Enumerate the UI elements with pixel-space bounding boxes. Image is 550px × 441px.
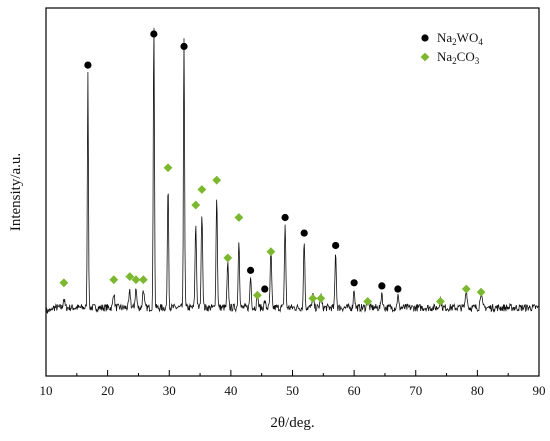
marker-na2wo4 (180, 42, 188, 51)
marker-na2co3 (131, 275, 141, 285)
legend-formula-part: Na (437, 30, 452, 45)
marker-na2co3 (316, 293, 326, 303)
marker-na2co3 (308, 293, 318, 303)
x-tick-label: 30 (163, 383, 176, 398)
legend-label-na2wo4: Na2WO4 (437, 30, 483, 47)
marker-na2co3 (163, 163, 173, 173)
x-tick-label: 60 (348, 383, 361, 398)
x-tick-label: 20 (101, 383, 114, 398)
marker-na2wo4 (378, 282, 386, 290)
marker-na2co3 (234, 213, 244, 222)
marker-na2wo4 (332, 241, 340, 250)
marker-na2co3 (363, 297, 373, 306)
marker-na2wo4 (150, 30, 158, 38)
legend-marker-na2wo4 (421, 34, 429, 42)
y-axis-title: Intensity/a.u. (8, 153, 24, 231)
marker-na2wo4 (394, 285, 402, 293)
marker-na2co3 (212, 175, 222, 185)
axes: 10 20 30 40 50 60 70 80 90 (40, 370, 546, 398)
marker-na2co3 (59, 278, 69, 288)
legend-formula-part: WO (457, 30, 479, 45)
marker-na2co3 (436, 297, 445, 306)
x-tick-label: 50 (286, 383, 299, 398)
marker-na2co3 (197, 185, 207, 194)
marker-na2co3 (461, 284, 471, 294)
marker-na2wo4 (261, 285, 269, 293)
legend-marker-na2co3 (420, 52, 430, 62)
marker-na2wo4 (84, 61, 92, 69)
x-tick-label: 90 (533, 383, 546, 398)
marker-na2wo4 (350, 279, 358, 287)
legend-formula-part: 2 (452, 37, 457, 47)
marker-na2co3 (191, 200, 201, 210)
marker-na2co3 (109, 275, 119, 285)
x-tick-label: 70 (409, 383, 422, 398)
marker-na2wo4 (246, 266, 255, 274)
x-tick-label: 80 (471, 383, 484, 398)
marker-na2co3 (266, 247, 276, 257)
marker-na2wo4 (300, 229, 308, 237)
xrd-trace (45, 27, 540, 315)
legend-formula-part: 2 (452, 56, 457, 66)
marker-na2co3 (138, 275, 148, 285)
x-tick-label: 40 (224, 383, 237, 398)
marker-na2wo4 (281, 213, 289, 222)
legend-formula-part: CO (457, 49, 475, 64)
legend-formula-part: 4 (478, 37, 483, 47)
xrd-trace-group (45, 27, 540, 315)
marker-na2co3 (125, 272, 135, 281)
legend-formula-part: Na (437, 49, 452, 64)
marker-na2co3 (223, 253, 233, 263)
x-axis-title: 2θ/deg. (270, 415, 314, 431)
marker-na2co3 (476, 287, 486, 297)
marker-na2co3 (252, 290, 262, 300)
legend-formula-part: 3 (475, 56, 480, 66)
peak-markers (59, 30, 486, 306)
legend-label-na2co3: Na2CO3 (437, 49, 480, 66)
x-tick-label: 10 (40, 383, 53, 398)
